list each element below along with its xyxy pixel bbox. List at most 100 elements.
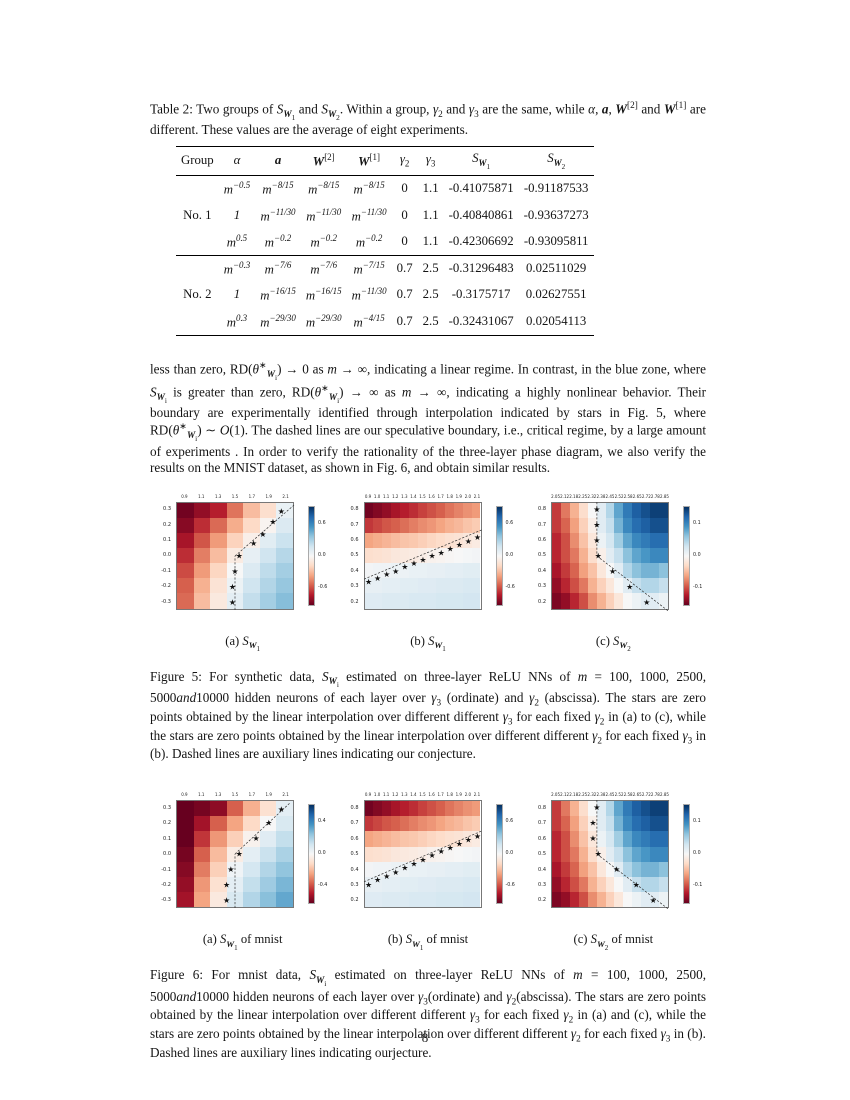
heatmap-cell [623,846,633,862]
heatmap-cell [560,532,570,548]
table-cell: m−7/6 [300,255,347,283]
star-marker: ★ [455,540,462,549]
x-tick-label: 2.12 [560,493,570,499]
star-marker: ★ [464,536,471,545]
x-tick-label: 2.25 [578,792,588,798]
heatmap-cell [596,846,606,862]
heatmap-cell [444,831,454,847]
colorbar [308,505,315,606]
heatmap-plot-area [363,800,482,909]
colorbar-label: 0.0 [318,851,326,857]
x-tick-label: 2.58 [623,792,633,798]
heatmap-cell [373,563,383,579]
table-cell: -0.42306692 [448,233,514,248]
heatmap-cell [177,831,194,847]
heatmap-cell [210,861,227,877]
heatmap-cell [560,816,570,832]
heatmap-cell [409,532,419,548]
heatmap-cell [435,846,445,862]
heatmap-cell [659,816,668,832]
heatmap-cell [614,593,624,609]
heatmap-cell [210,593,227,609]
heatmap-cell [578,876,588,892]
x-tick-label: 1.3 [214,493,222,499]
heatmap-cell [462,801,472,817]
star-marker: ★ [633,880,640,889]
heatmap-cell [596,861,606,877]
heatmap-cell [364,532,374,548]
heatmap-cell [409,801,419,817]
heatmap-cell [462,547,472,564]
heatmap-cell [560,593,570,609]
heatmap-cell [659,532,668,548]
x-tick-label: 1.6 [428,493,435,499]
y-tick-label: 0.8 [538,804,546,811]
heatmap-cell [177,517,194,533]
heatmap-cell [364,876,374,892]
heatmap-cell [400,593,410,609]
heatmap-cell [596,816,606,832]
heatmap-cell [391,593,401,609]
heatmap-cell [650,891,660,908]
heatmap-cell [471,578,481,594]
heatmap-cell [605,861,615,877]
heatmap-cell [587,801,597,817]
heatmap-cell [471,563,481,579]
table-cell: m−0.2 [355,232,383,250]
y-tick-label: 0.4 [538,866,546,873]
heatmap-cell [373,502,383,518]
colorbar [495,505,503,606]
heatmap-cell [409,891,419,908]
x-tick-label: 1.8 [446,792,453,798]
heatmap-cell [243,547,260,564]
star-marker: ★ [455,840,462,849]
heatmap-cell [418,846,427,862]
x-tick-label: 1.3 [401,792,408,798]
x-tick-label: 2.52 [614,792,624,798]
figure6-panel-c: 2.05 2.12 2.18 2.25 2.32 2.38 2.45 2.52 2.58 2.65… [525,788,706,920]
heatmap-cell [444,547,454,564]
table-cell: 0 [401,207,408,222]
heatmap-cell [552,846,561,862]
heatmap-cell [243,532,260,548]
heatmap-cell [276,563,293,579]
heatmap-cell [382,891,392,908]
table-cell: 0.02627551 [525,287,587,302]
heatmap-cell [243,563,260,579]
y-axis-ticks: 0.8 0.7 0.6 0.5 0.4 0.3 0.2 [525,800,549,908]
heatmap-cell [409,517,419,533]
figure5-panels: 0.9 1.1 1.3 1.5 1.7 1.9 2.1 0.3 0.2 0.1 0.0 -0.1 -0.… [150,490,706,622]
heatmap-cell [605,502,615,518]
x-tick-label: 2.1 [282,792,289,798]
heatmap-cell [373,831,383,847]
star-marker: ★ [401,863,408,872]
heatmap-cell [552,891,561,908]
heatmap-cell [569,846,579,862]
heatmap-cell [418,593,427,609]
figure5-subcaption-b: (b) SW1 [410,633,446,653]
heatmap-cell [614,816,624,832]
heatmap-cell [210,502,227,518]
heatmap-cell [259,502,277,518]
x-tick-label: 1.4 [410,493,417,499]
heatmap-cell [560,578,570,594]
heatmap-cell [418,831,427,847]
table-header-cell: W[1] [346,146,392,177]
x-tick-label: 2.85 [660,792,669,798]
heatmap-cell [418,502,427,518]
heatmap-cell [243,816,260,832]
heatmap-cell [364,502,374,518]
y-tick-label: 0.7 [538,820,546,827]
table-row: m0.5 m−0.2 m−0.2 m−0.2 0 1.1 -0.42306692 -0.930… [176,229,594,256]
y-axis-ticks: 0.8 0.7 0.6 0.5 0.4 0.3 0.2 [338,800,362,908]
heatmap-cell [243,578,260,594]
x-tick-label: 2.45 [605,493,615,499]
x-tick-label: 1.2 [392,493,399,499]
x-tick-label: 2.12 [560,792,570,798]
dashed-boundary-line [234,504,295,556]
y-axis-ticks: 0.3 0.2 0.1 0.0 -0.1 -0.2 -0.3 [150,502,174,610]
table-cell: 0.02054113 [526,313,587,328]
heatmap-cell [382,578,392,594]
heatmap-cell [560,547,570,564]
heatmap-cell [435,876,445,892]
